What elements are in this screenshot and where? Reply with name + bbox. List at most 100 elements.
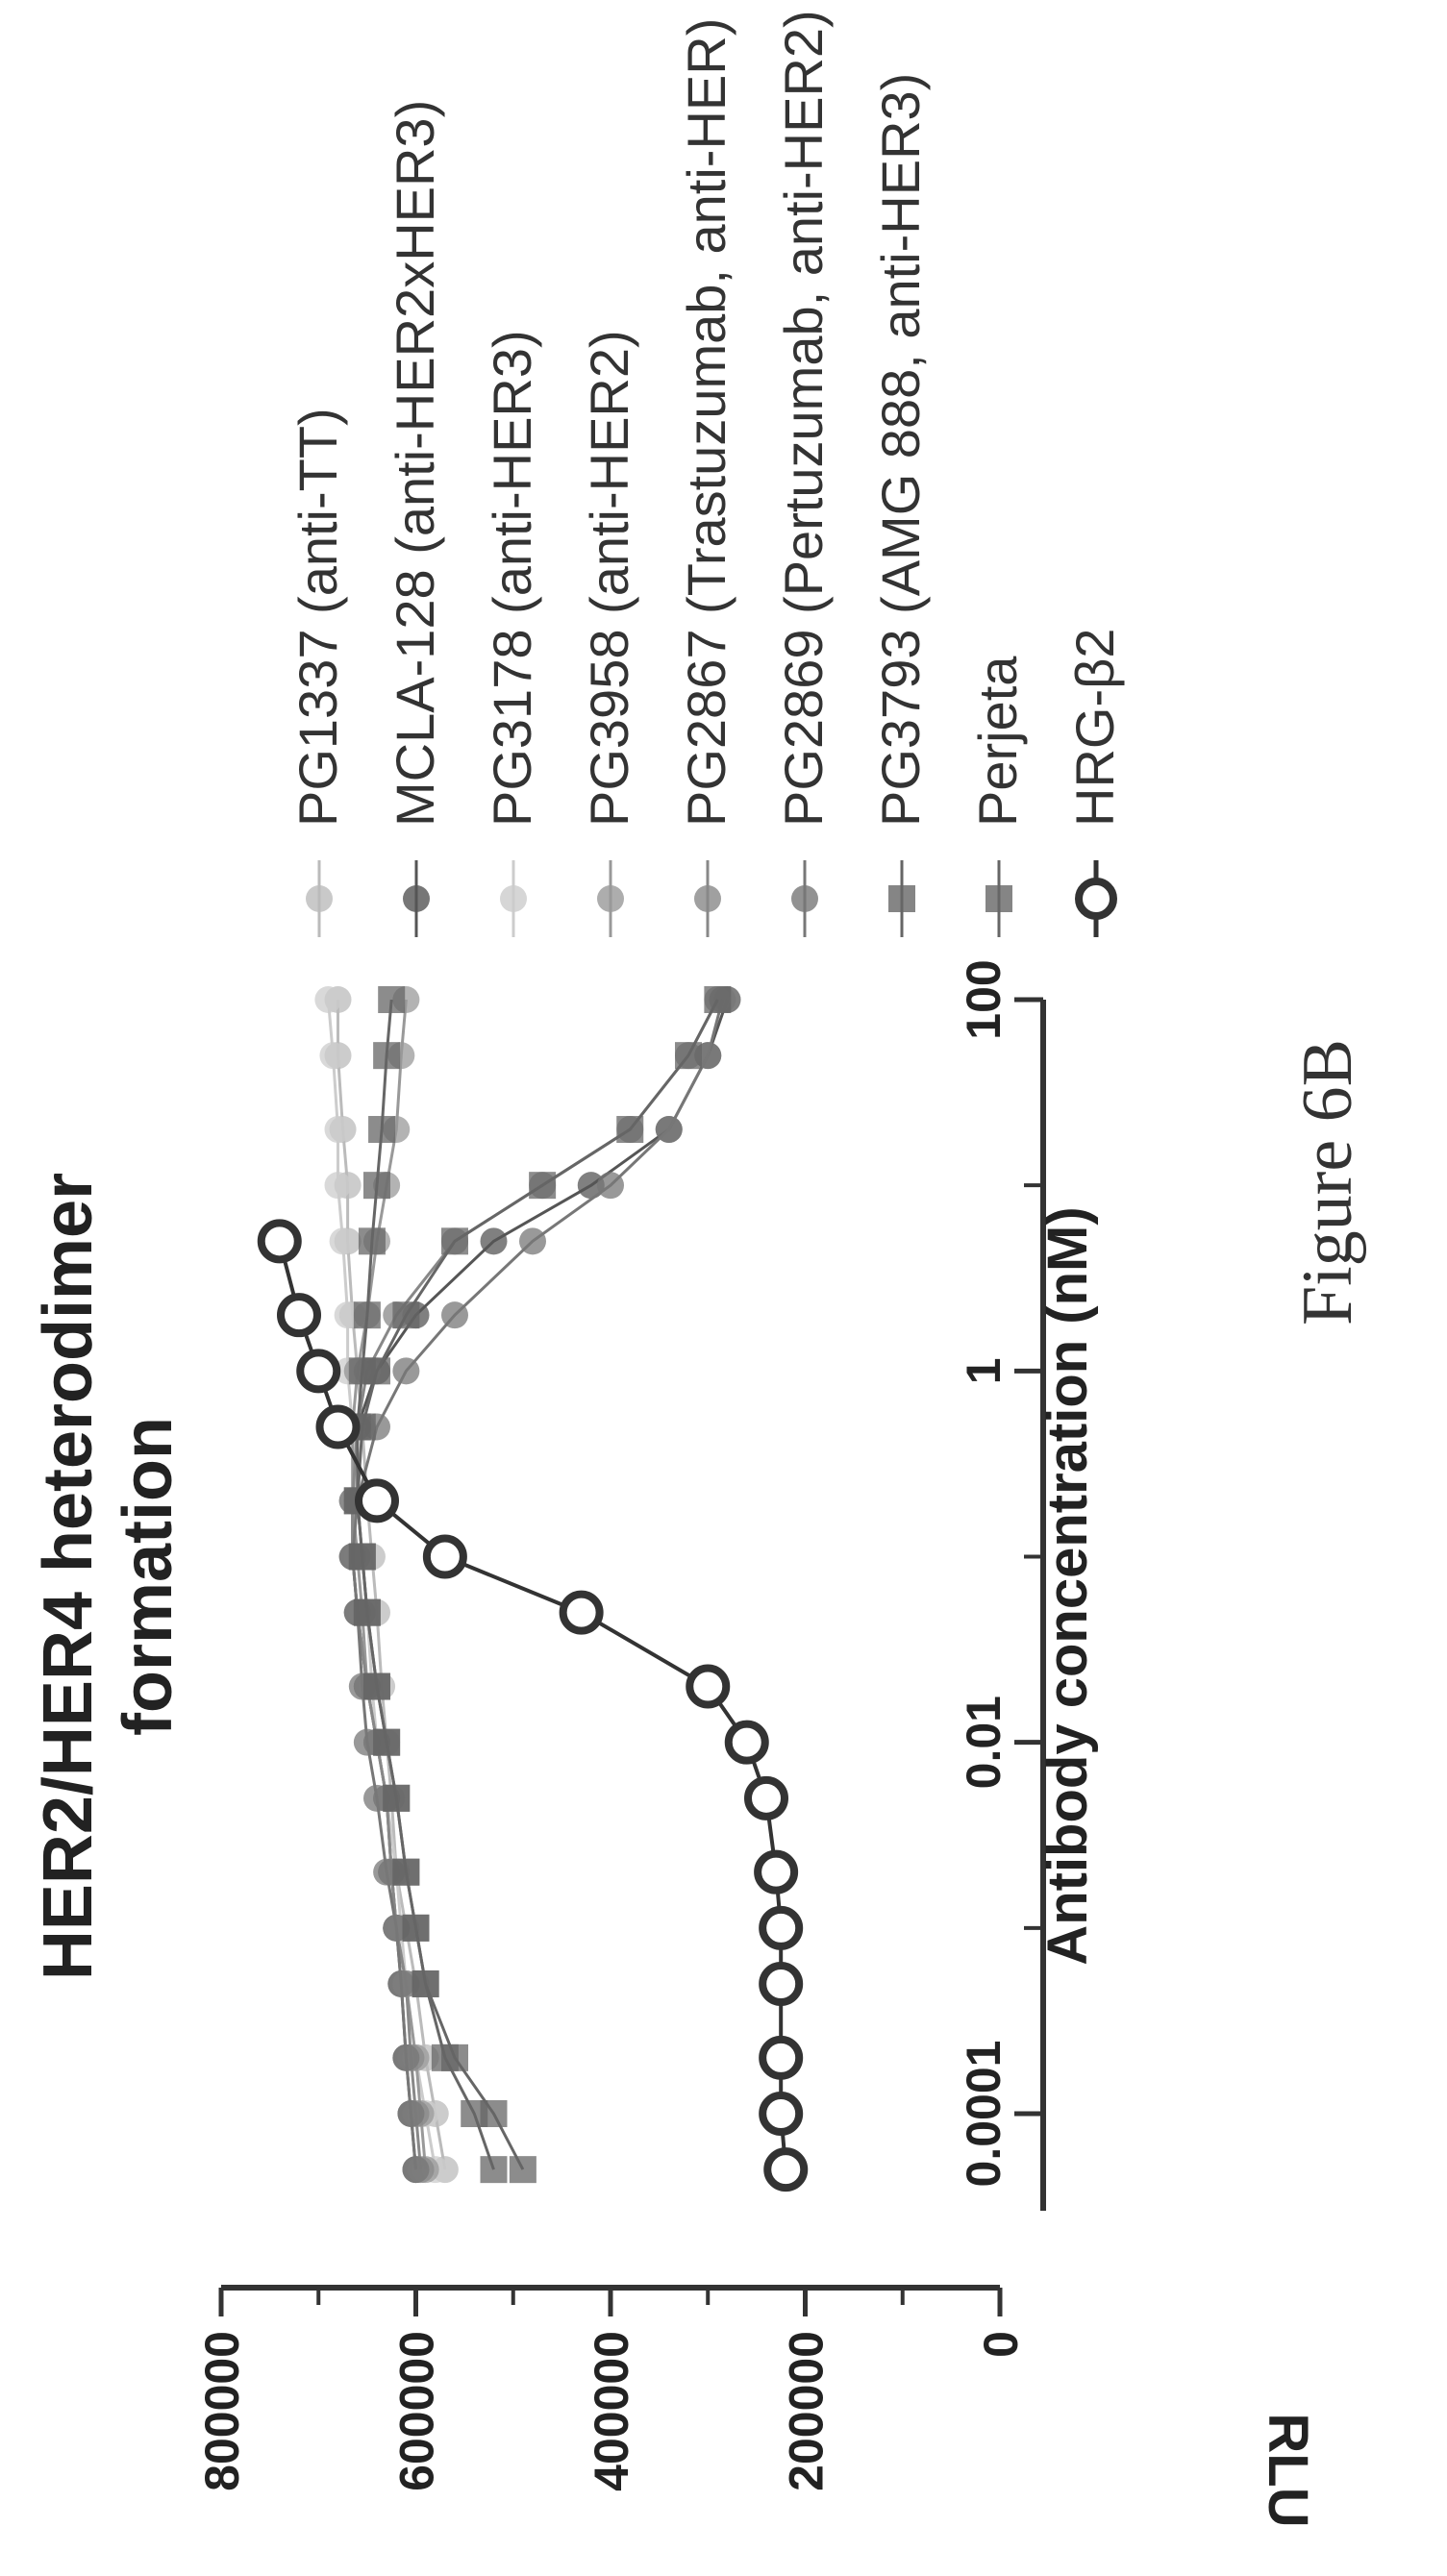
data-point: [392, 1357, 420, 1385]
data-point: [324, 1172, 352, 1200]
legend-item: PG3958 (anti-HER2): [579, 330, 639, 937]
data-point: [358, 1227, 386, 1255]
legend-item: MCLA-128 (anti-HER2xHER3): [385, 100, 445, 937]
data-point: [348, 1543, 376, 1571]
legend-marker: [888, 885, 915, 912]
legend-label: PG3793 (AMG 888, anti-HER3): [870, 73, 931, 827]
data-point: [387, 1969, 415, 1997]
data-point: [402, 2156, 430, 2184]
data-point: [383, 1784, 411, 1812]
data-point: [324, 1116, 352, 1144]
legend-label: PG3178 (anti-HER3): [482, 330, 542, 827]
legend-label: Perjeta: [967, 656, 1028, 827]
y-axis-ticks: 0 200000 400000 600000 800000: [195, 2288, 1028, 2491]
x-tick-label: 0.0001: [957, 2041, 1010, 2188]
data-point: [314, 986, 342, 1013]
legend-item: PG3793 (AMG 888, anti-HER3): [870, 73, 931, 937]
data-point: [355, 1478, 399, 1523]
data-point: [373, 1728, 401, 1756]
y-tick-label: 200000: [780, 2331, 834, 2491]
legend-label: PG2867 (Trastuzumab, anti-HER): [676, 18, 736, 827]
data-point: [461, 2099, 488, 2127]
series-9: [257, 1219, 809, 2192]
data-point: [392, 1301, 420, 1329]
data-point: [577, 1172, 605, 1200]
y-axis-label: RLU: [1257, 2413, 1319, 2527]
chart-title-line-2: formation: [110, 1417, 187, 1736]
data-point: [686, 1664, 731, 1709]
legend-label: HRG-β2: [1064, 629, 1125, 827]
chart-title: HER2/HER4 heterodimer formation: [30, 1173, 187, 1980]
y-tick-label: 800000: [195, 2331, 249, 2491]
data-point: [519, 1227, 546, 1255]
series-8: [343, 986, 732, 2184]
data-point: [597, 1172, 624, 1200]
data-point: [412, 1969, 439, 1997]
chart-title-line-1: HER2/HER4 heterodimer: [30, 1173, 107, 1980]
data-point: [397, 2099, 425, 2127]
data-point: [373, 1042, 401, 1070]
series-layer: [257, 986, 809, 2192]
legend-item: PG1337 (anti-TT): [287, 408, 348, 937]
legend-marker: [597, 885, 624, 912]
data-point: [759, 2091, 804, 2136]
data-point: [315, 1404, 361, 1449]
data-point: [363, 1672, 390, 1700]
legend-marker: [694, 885, 721, 912]
data-point: [655, 1116, 683, 1144]
data-point: [744, 1775, 788, 1821]
data-point: [675, 1042, 702, 1070]
legend-marker: [791, 885, 818, 912]
legend-item: Perjeta: [967, 656, 1028, 937]
data-point: [559, 1590, 604, 1635]
legend-label: PG2869 (Pertuzumab, anti-HER2): [773, 10, 834, 827]
data-point: [353, 1598, 381, 1626]
data-point: [441, 1301, 468, 1329]
data-point: [368, 1116, 396, 1144]
series-7: [343, 986, 536, 2184]
data-point: [759, 2035, 804, 2080]
legend-marker: [985, 885, 1012, 912]
data-point: [754, 1849, 799, 1895]
legend-label: PG1337 (anti-TT): [287, 408, 348, 827]
data-point: [509, 2156, 536, 2184]
series-line: [277, 1240, 788, 2170]
data-point: [704, 986, 732, 1013]
data-point: [759, 1961, 804, 2006]
series-2: [338, 986, 741, 2184]
data-point: [319, 1042, 347, 1070]
data-point: [616, 1116, 644, 1144]
data-point: [353, 1301, 381, 1329]
data-point: [363, 1357, 390, 1385]
data-point: [431, 2043, 459, 2071]
data-point: [329, 1227, 357, 1255]
x-axis-ticks: 0.0001 0.01 1 100: [957, 959, 1043, 2187]
legend-marker: [403, 885, 430, 912]
data-point: [277, 1293, 321, 1338]
data-point: [759, 1905, 804, 1950]
legend-item: HRG-β2: [1064, 629, 1125, 937]
data-point: [480, 2156, 508, 2184]
x-tick-label: 100: [957, 959, 1010, 1039]
data-point: [422, 1534, 467, 1579]
legend-label: PG3958 (anti-HER2): [579, 330, 639, 827]
legend-marker: [306, 885, 333, 912]
legend-item: PG2867 (Trastuzumab, anti-HER): [676, 18, 736, 937]
x-axis-label: Antibody concentration (nM): [1036, 1206, 1099, 1965]
x-tick-label: 1: [957, 1357, 1010, 1384]
data-point: [378, 986, 406, 1013]
data-point: [441, 1227, 468, 1255]
y-tick-label: 0: [974, 2331, 1028, 2358]
data-point: [724, 1720, 769, 1765]
data-point: [480, 1227, 508, 1255]
data-point: [529, 1172, 557, 1200]
data-point: [257, 1219, 302, 1264]
data-point: [363, 1172, 390, 1200]
x-tick-label: 0.01: [957, 1696, 1010, 1789]
legend: PG1337 (anti-TT) MCLA-128 (anti-HER2xHER3…: [287, 10, 1125, 937]
y-tick-label: 400000: [585, 2331, 638, 2491]
data-point: [392, 2043, 420, 2071]
